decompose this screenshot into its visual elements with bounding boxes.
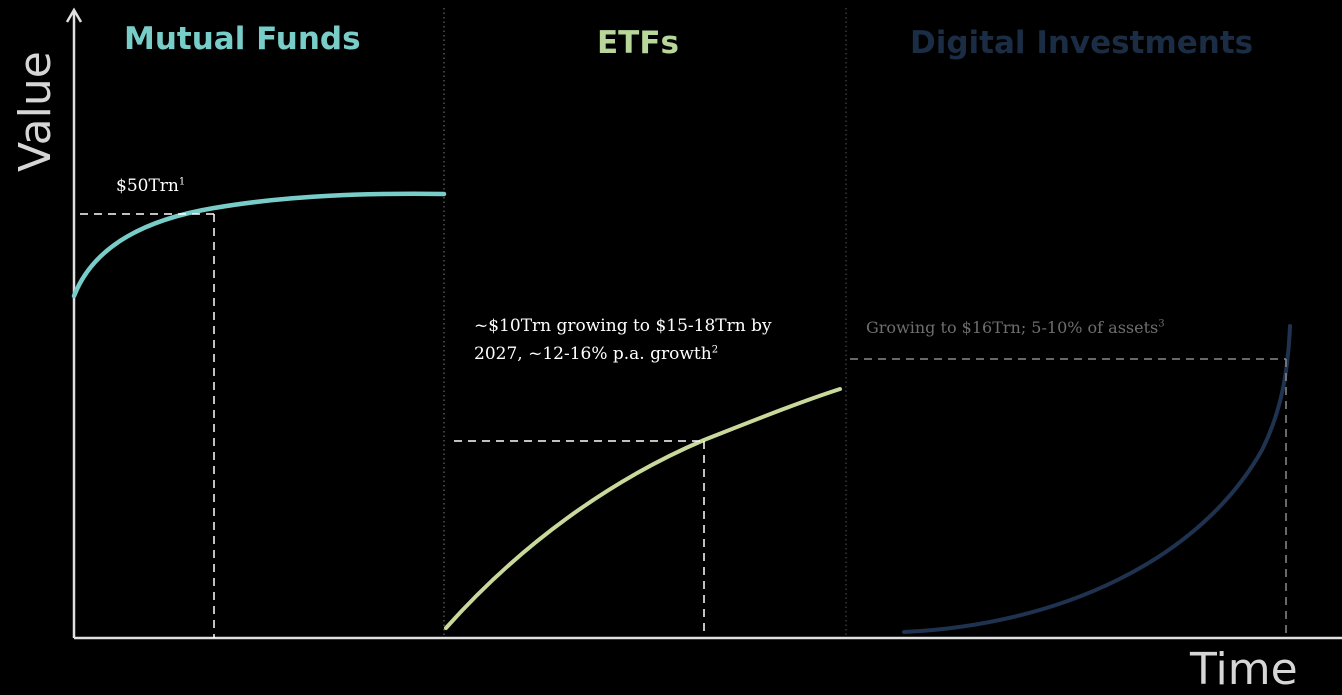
digital-investments-curve (902, 324, 1292, 634)
etfs-annotation-line1: ~$10Trn growing to $15-18Trn by (474, 316, 772, 336)
panel-title-etfs: ETFs (597, 25, 679, 61)
digital-investments-annotation: Growing to $16Trn; 5-10% of assets3 (866, 318, 1165, 337)
mutual-funds-annotation: $50Trn1 (116, 176, 186, 196)
y-axis-label: Value (10, 51, 61, 172)
etfs-annotation-line2: 2027, ~12-16% p.a. growth2 (474, 344, 719, 364)
x-axis-label: Time (1190, 644, 1298, 695)
etfs-annotation: ~$10Trn growing to $15-18Trn by 2027, ~1… (474, 312, 772, 368)
panel-title-mutual-funds: Mutual Funds (124, 21, 361, 57)
etfs-curve (444, 387, 842, 630)
panel-title-digital-investments: Digital Investments (910, 25, 1254, 61)
mutual-funds-curve (71, 191, 447, 299)
y-axis-arrowhead (65, 7, 83, 23)
